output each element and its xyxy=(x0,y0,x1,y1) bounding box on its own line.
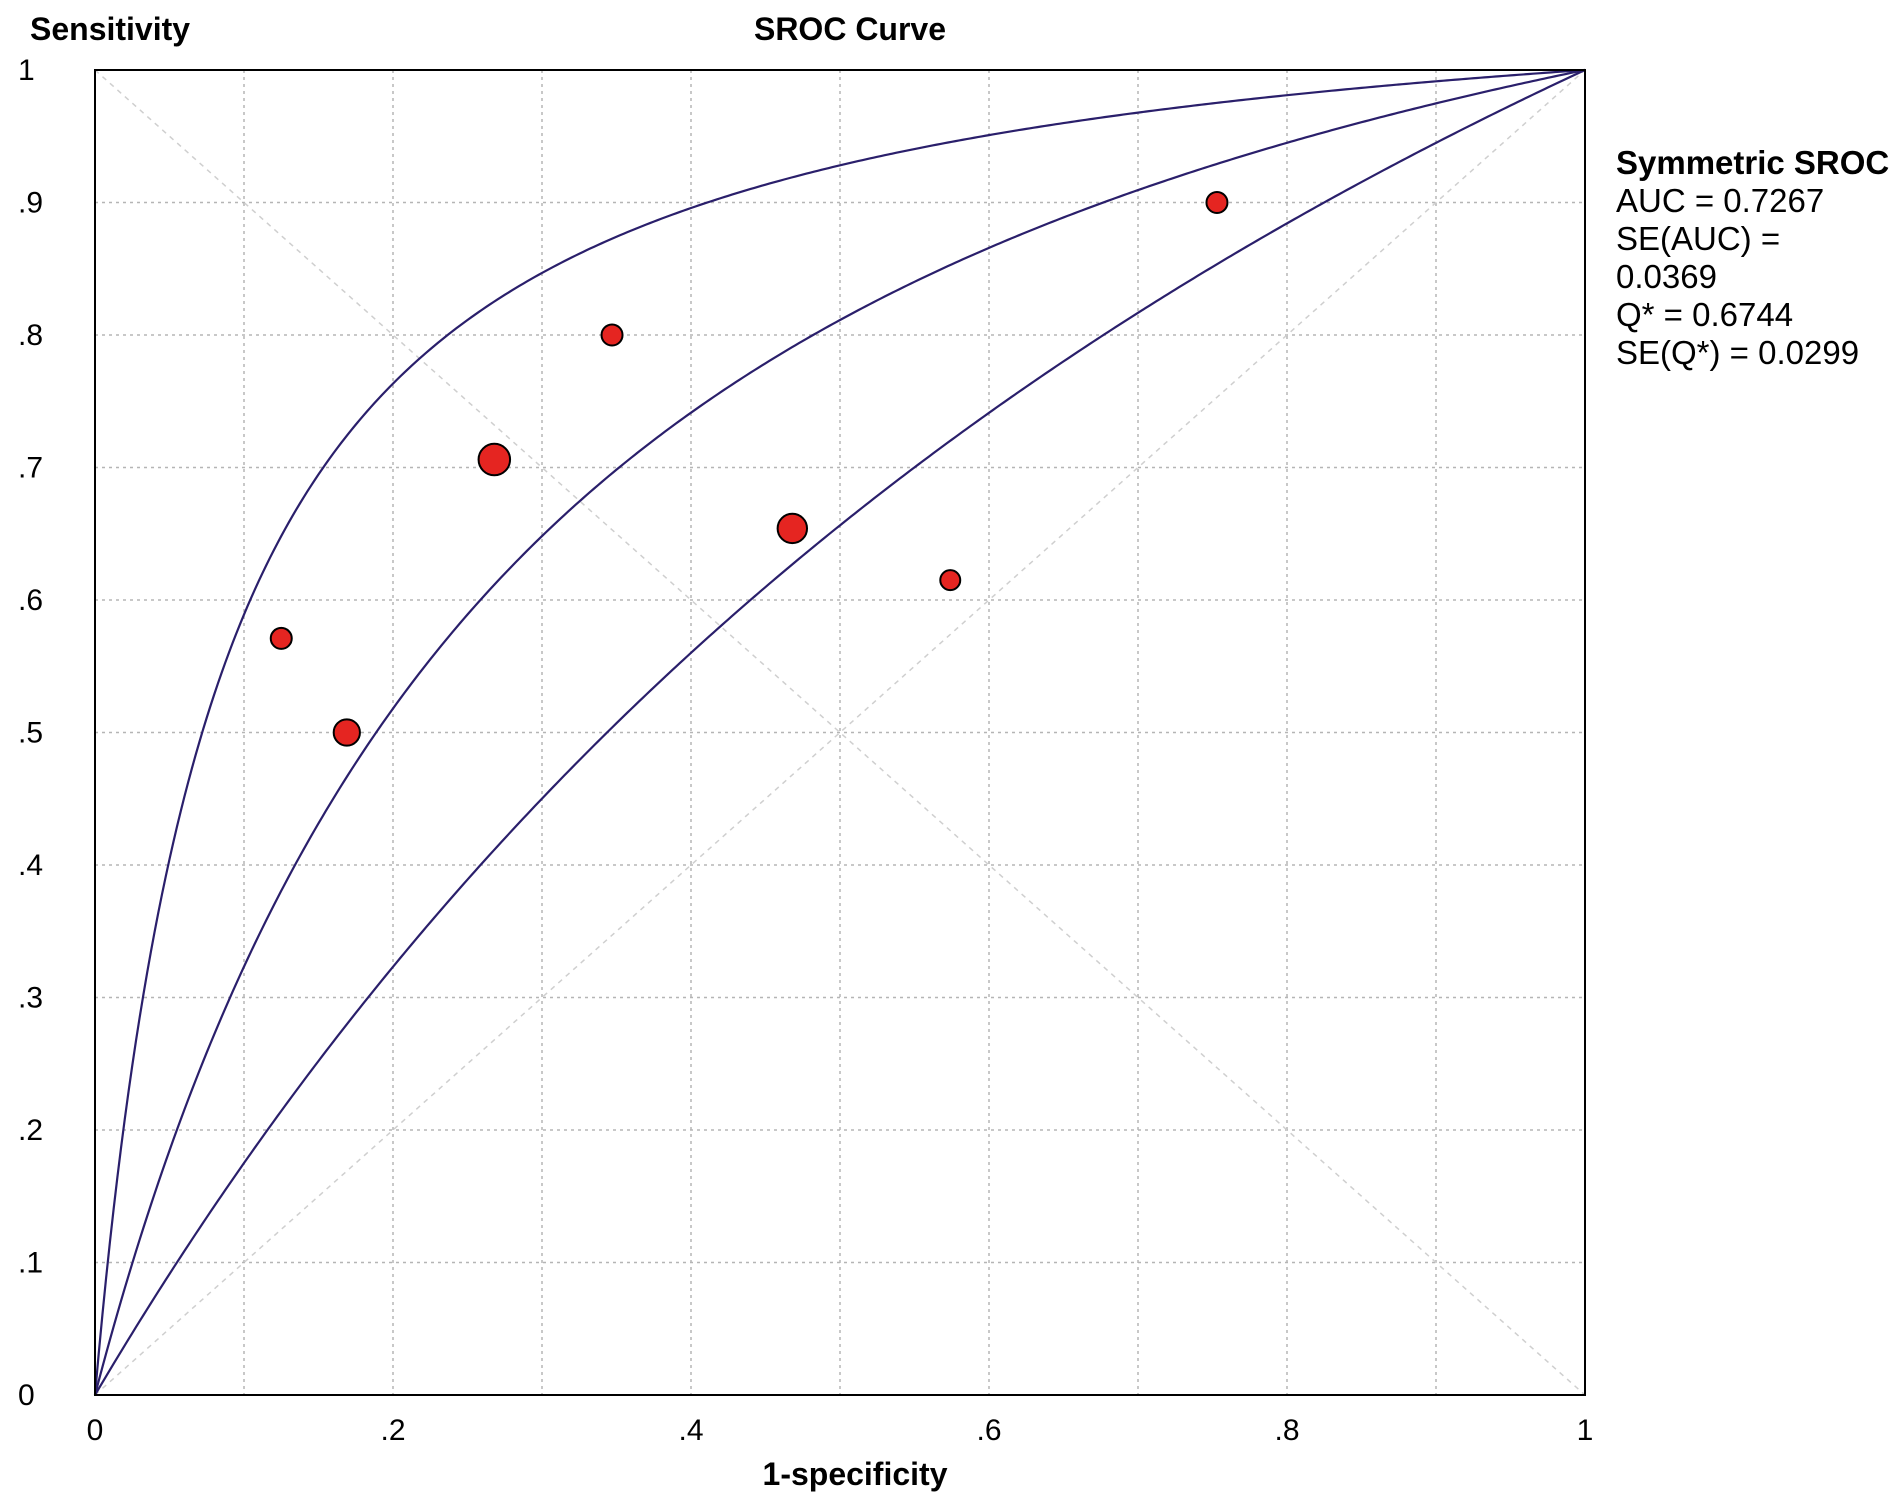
study-point-3 xyxy=(477,442,512,477)
y-tick-label: .6 xyxy=(18,584,43,617)
legend-auc: AUC = 0.7267 xyxy=(1616,182,1825,219)
x-tick-label: 1 xyxy=(1577,1414,1594,1447)
legend-q-star: Q* = 0.6744 xyxy=(1616,296,1794,333)
study-point-7 xyxy=(1205,191,1229,214)
study-point-5 xyxy=(776,512,809,545)
y-tick-label: 0 xyxy=(18,1379,35,1412)
study-point-4 xyxy=(600,323,624,347)
study-point-1 xyxy=(269,626,293,650)
y-tick-label: .5 xyxy=(18,717,43,750)
y-tick-label: .9 xyxy=(18,187,43,220)
y-tick-label: .4 xyxy=(18,849,43,882)
legend-title: Symmetric SROC xyxy=(1616,144,1890,181)
sroc-curve-lower xyxy=(94,69,1586,1396)
study-points xyxy=(269,191,1229,747)
sroc-curve-upper xyxy=(93,68,1586,1396)
anti-diagonal-line xyxy=(94,69,1586,1396)
y-tick-label: .1 xyxy=(18,1247,43,1280)
plot-frame xyxy=(94,69,1586,1396)
y-tick-label: .8 xyxy=(18,319,43,352)
x-tick-label: 0 xyxy=(87,1414,104,1447)
legend: Symmetric SROC AUC = 0.7267 SE(AUC) = 0.… xyxy=(1616,144,1890,372)
y-tick-label: .2 xyxy=(18,1114,43,1147)
sroc-curves xyxy=(93,68,1586,1396)
tick-labels: 0 .2 .4 .6 .8 1 0 .1 .2 .3 .4 .5 .6 .7 .8 .9 1 xyxy=(18,54,1593,1447)
study-point-2 xyxy=(332,718,361,747)
chart-title: SROC Curve xyxy=(754,11,946,47)
x-axis-label: 1-specificity xyxy=(763,1456,948,1492)
y-tick-label: .7 xyxy=(18,452,43,485)
study-point-6 xyxy=(939,569,962,592)
legend-se-q-star: SE(Q*) = 0.0299 xyxy=(1616,334,1860,371)
grid-lines xyxy=(95,70,1585,1395)
x-tick-label: .6 xyxy=(976,1414,1001,1447)
x-tick-label: .8 xyxy=(1274,1414,1299,1447)
y-tick-label: .3 xyxy=(18,982,43,1015)
legend-se-auc: SE(AUC) = 0.0369 xyxy=(1616,220,1781,295)
sroc-curve-sroc xyxy=(93,68,1586,1396)
x-tick-label: .2 xyxy=(380,1414,405,1447)
x-tick-label: .4 xyxy=(678,1414,703,1447)
diagonal-line xyxy=(94,69,1586,1396)
y-axis-label: Sensitivity xyxy=(30,11,190,47)
reference-lines xyxy=(94,69,1586,1396)
y-tick-label: 1 xyxy=(18,54,35,87)
